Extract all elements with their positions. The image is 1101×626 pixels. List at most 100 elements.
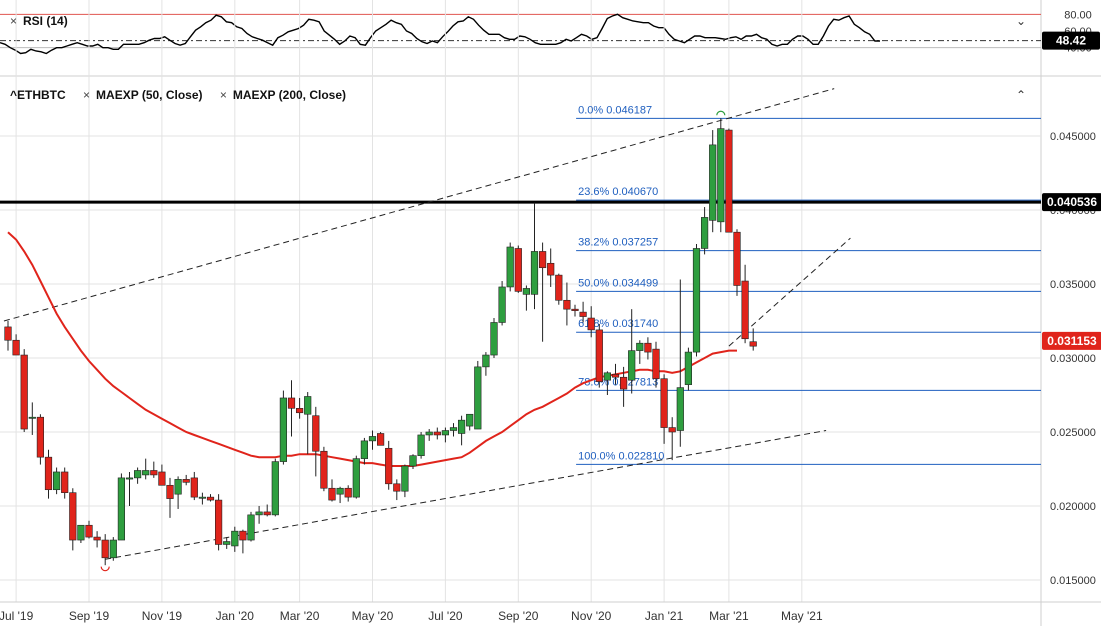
candle-body [150,470,158,476]
rsi-tick-label: 80.00 [1064,9,1092,21]
current-price-badge [1042,331,1101,350]
candle-body [158,471,166,486]
time-tick-label: Nov '20 [571,609,612,623]
candle-body [530,251,539,295]
candle-body [563,299,571,310]
pivot-marker [100,566,110,572]
candle-body [28,416,36,419]
rsi-label: RSI (14) [23,14,68,28]
candle-body [571,308,579,311]
trendline[interactable] [728,237,851,347]
candle-body [579,311,587,317]
candle-body [304,396,312,415]
candle-body [628,350,636,381]
candle-body [449,427,458,431]
candle-body [287,397,296,409]
horizontal-level-value: 0.040536 [1047,195,1097,209]
fib-level-label: 100.0% 0.022810 [578,450,664,462]
candle-body [295,408,304,414]
candle-body [174,479,182,495]
candle-body [352,458,360,498]
candle-body [425,431,433,436]
candle-body [69,492,77,541]
fib-level-label: 50.0% 0.034499 [578,277,658,289]
candle-body [368,436,377,442]
rsi-remove-icon[interactable]: × [10,14,18,28]
indicator-1-remove-icon[interactable]: × [83,88,91,102]
candle-body [709,144,717,221]
candle-body [77,524,85,541]
candle-body [239,530,247,541]
time-tick-label: Jan '20 [216,609,255,623]
candle-body [198,496,207,499]
candle-body [20,354,28,430]
indicator-1-label: MAEXP (50, Close) [96,88,203,102]
time-tick-label: Sep '19 [69,609,110,623]
indicator-2-label: MAEXP (200, Close) [232,88,347,102]
candle-body [474,366,482,430]
candle-body [117,477,125,541]
candle-body [279,397,288,462]
rsi-line [0,13,880,55]
candle-body [61,471,69,493]
price-tick-label: 0.030000 [1050,353,1096,365]
candle-body [101,539,109,559]
candle-body [44,456,53,491]
candle-body [360,440,369,459]
candle-body [320,450,328,489]
candle-body [660,378,668,428]
candle-body [619,376,628,390]
candle-body [644,342,652,353]
candle-body [344,487,352,498]
candle-body [547,262,555,276]
candle-body [555,274,563,301]
candle-body [4,326,12,341]
rsi-header: × RSI (14) [10,14,68,28]
candle-body [247,514,255,541]
trendline[interactable] [3,88,835,322]
candle-body [206,496,215,501]
candle-body [336,487,344,495]
candle-body [652,348,660,380]
candle-body [182,479,190,483]
candle-body [700,217,709,249]
time-tick-label: Jul '19 [0,609,34,623]
candle-body [223,541,231,545]
candle-body [603,372,611,381]
candle-body [215,499,223,545]
horizontal-level-badge [1042,193,1101,212]
candle-body [676,387,684,431]
candle-body [12,339,20,356]
indicator-2-remove-icon[interactable]: × [219,88,227,102]
candle-body [482,354,490,368]
candle-body [725,129,733,233]
trendline[interactable] [105,430,827,560]
candle-body [466,413,474,427]
price-panel-header: ^ETHBTC × MAEXP (50, Close) × MAEXP (200, … [10,88,346,102]
price-tick-label: 0.045000 [1050,131,1096,143]
time-tick-label: May '21 [781,609,823,623]
candle-body [733,231,741,286]
candle-body [611,373,620,378]
candle-body [636,342,644,351]
candle-body [393,483,401,492]
candle-body [109,539,117,559]
price-tick-label: 0.025000 [1050,427,1096,439]
time-tick-label: May '20 [352,609,394,623]
candle-body [684,351,692,385]
candle-body [587,317,595,331]
candle-body [506,246,514,288]
candle-body [134,470,142,479]
candle-body [538,251,547,269]
candle-body [498,286,506,323]
candle-body [417,434,425,456]
price-tick-label: 0.035000 [1050,279,1096,291]
time-tick-label: Jul '20 [428,609,463,623]
candle-body [490,322,498,356]
price-panel-collapse-chevron-icon[interactable]: ⌃ [1016,88,1027,102]
candle-body [328,487,336,501]
fib-level-label: 23.6% 0.040670 [578,186,658,198]
time-tick-label: Jan '21 [645,609,684,623]
rsi-collapse-chevron-icon[interactable]: ⌄ [1016,14,1027,28]
